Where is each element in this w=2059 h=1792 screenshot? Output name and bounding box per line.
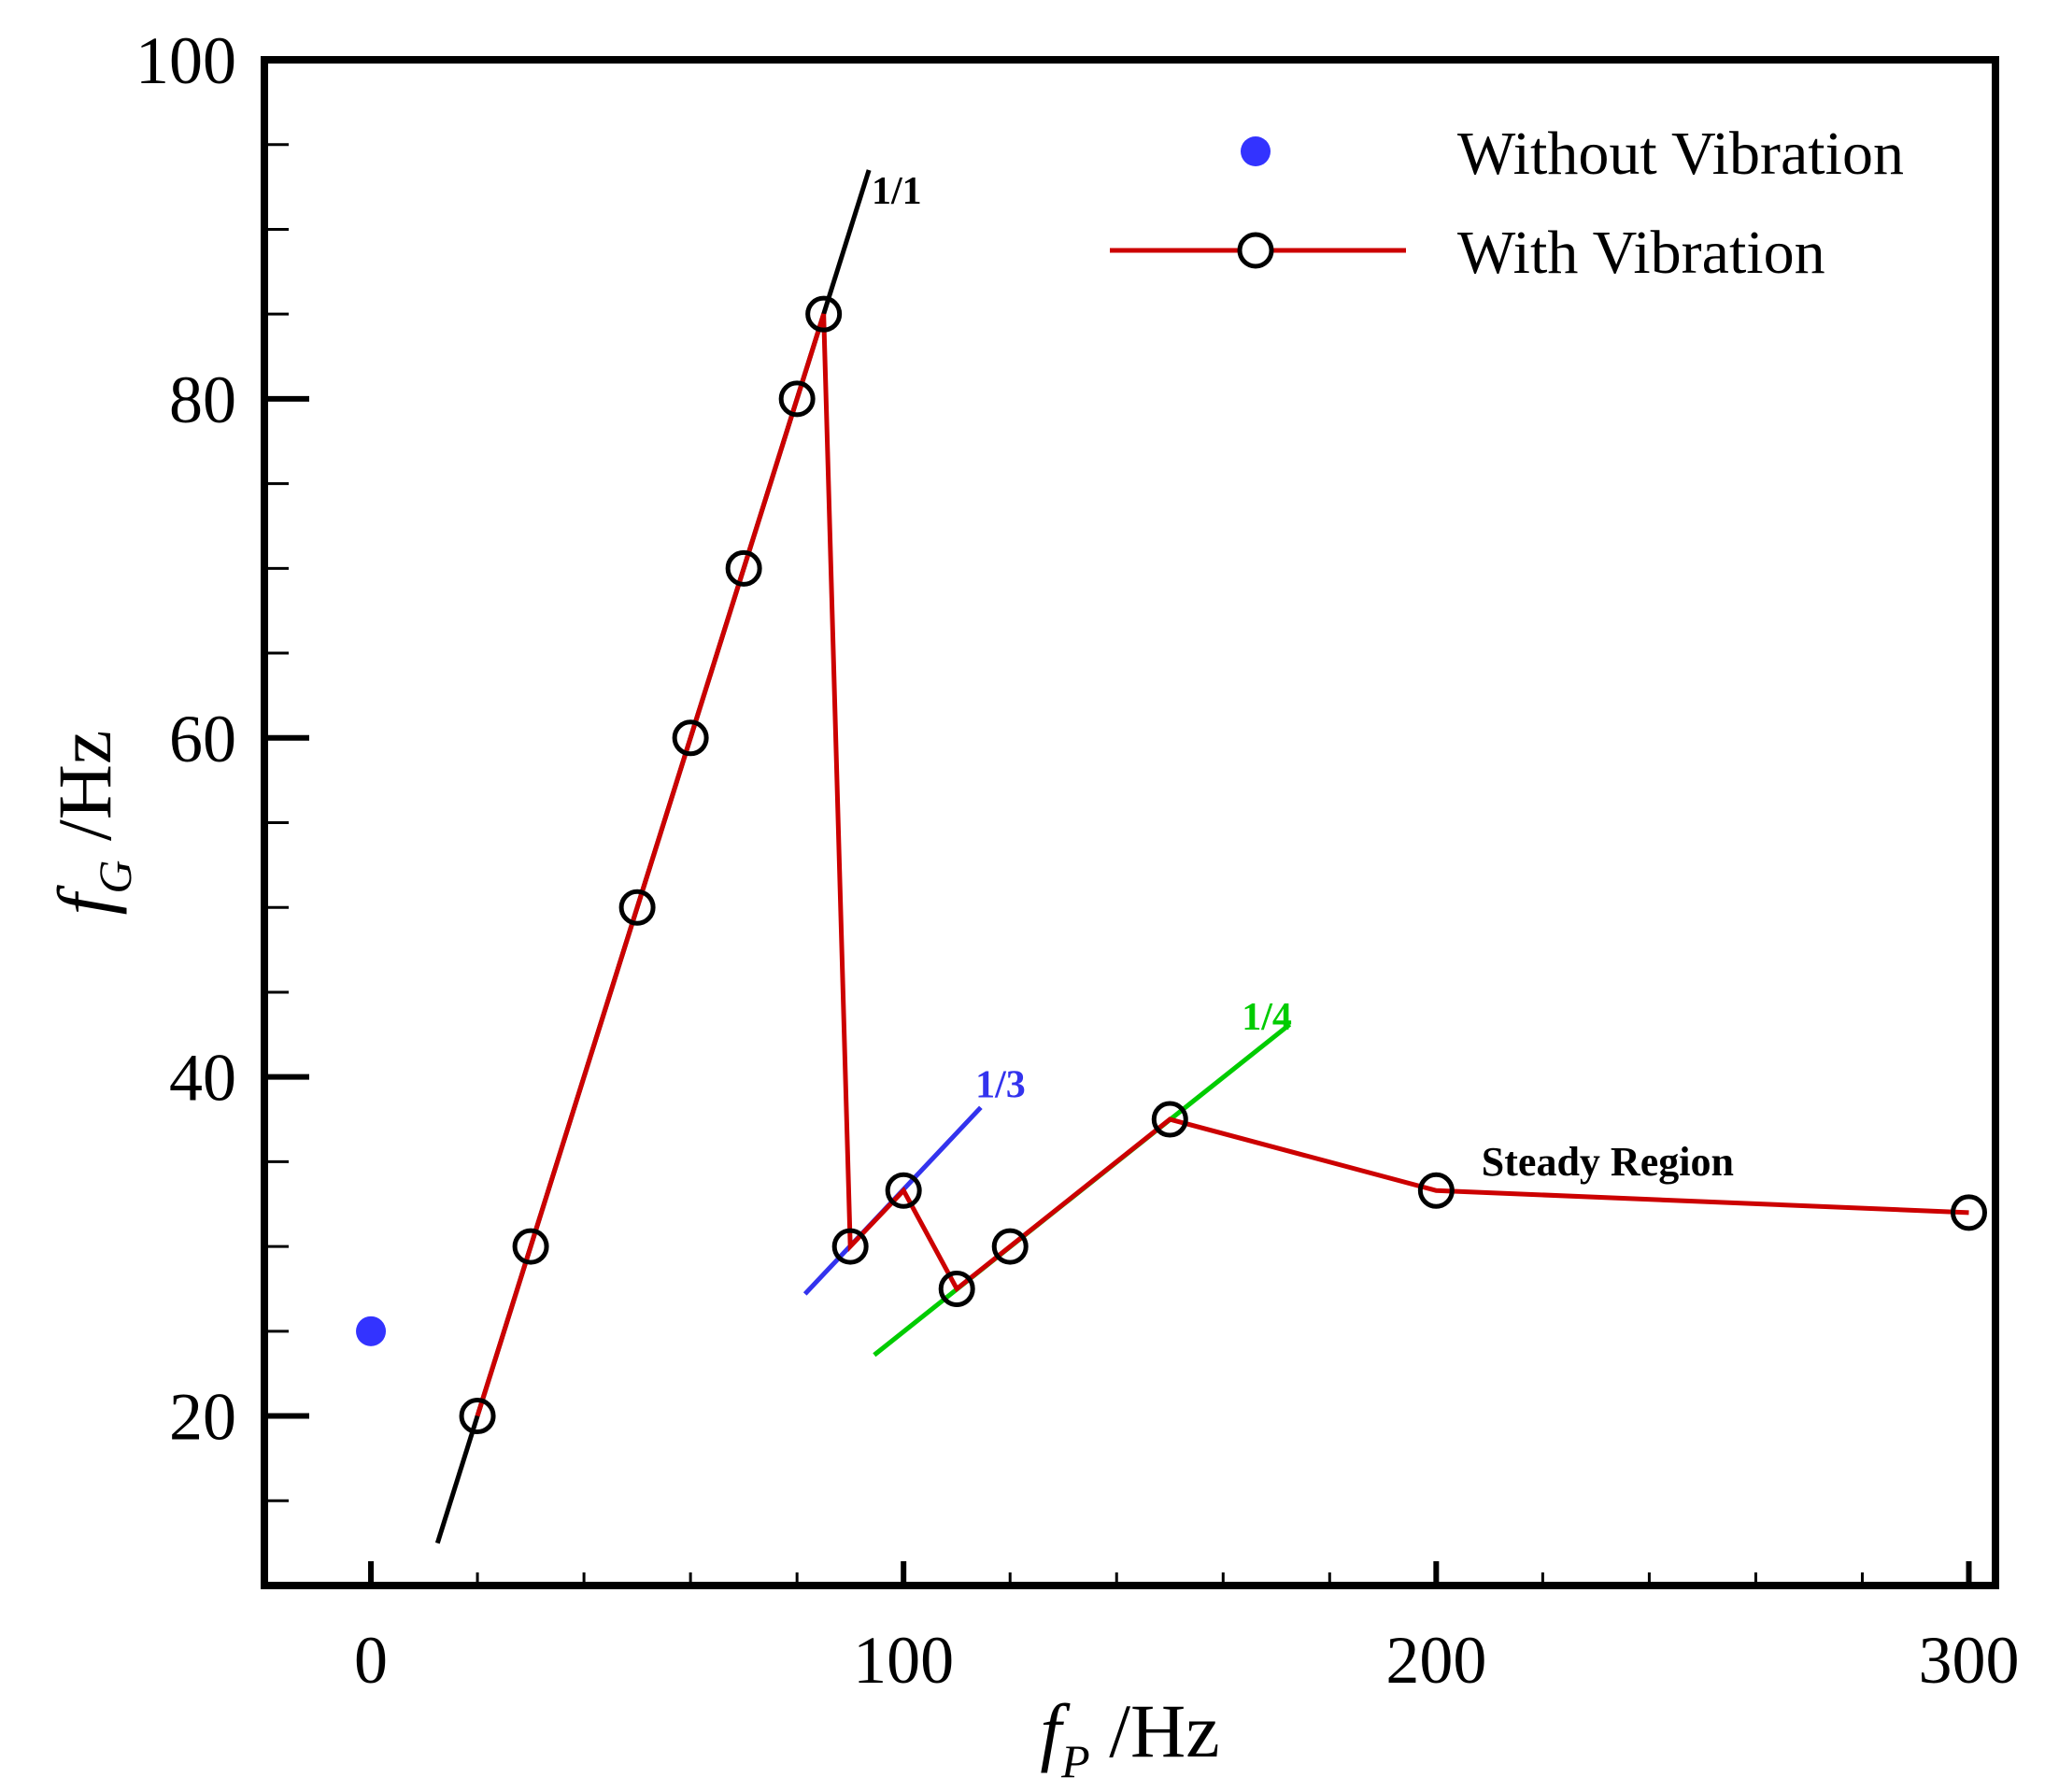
y-axis-sub: G	[89, 860, 141, 894]
with-vibration-point	[725, 549, 762, 587]
legend-marker-with-vibration	[1237, 232, 1274, 269]
y-tick-label: 40	[169, 1041, 236, 1116]
with-vibration-point	[1417, 1172, 1455, 1209]
with-vibration-point	[512, 1228, 549, 1265]
x-tick-label: 200	[1385, 1623, 1486, 1698]
reference-label-1-3: 1/3	[975, 1063, 1026, 1106]
data-series	[356, 295, 1987, 1435]
with-vibration-point	[805, 295, 843, 333]
tick-layer	[264, 57, 1972, 1586]
x-axis-title: fP /Hz	[1040, 1688, 1219, 1787]
with-vibration-point	[459, 1398, 496, 1435]
y-axis-unit: /Hz	[42, 731, 127, 860]
reference-lines	[434, 169, 1292, 1544]
y-tick-label: 100	[135, 23, 236, 98]
with-vibration-point	[778, 380, 816, 418]
without-vibration-point	[356, 1316, 387, 1346]
x-tick-label: 100	[853, 1623, 954, 1698]
reference-label-1-4: 1/4	[1242, 996, 1292, 1039]
with-vibration-point	[938, 1270, 975, 1307]
with-vibration-point	[618, 889, 656, 926]
x-tick-label: 300	[1918, 1623, 2019, 1698]
x-tick-label: 0	[354, 1623, 388, 1698]
with-vibration-point	[1151, 1101, 1188, 1138]
with-vibration-point	[1950, 1194, 1987, 1231]
x-axis-sub: P	[1060, 1735, 1090, 1787]
with-vibration-line	[475, 313, 1969, 1417]
label-layer: 0 100 200 300 20 40 60 80 100 1/1 1/3 1/4 Steady Reg…	[135, 23, 2019, 1698]
with-vibration-point	[991, 1228, 1029, 1265]
legend: Without Vibration With Vibration	[1110, 120, 1904, 287]
legend-label-without-vibration: Without Vibration	[1457, 120, 1904, 188]
plot-frame	[261, 56, 1999, 1589]
with-vibration-point	[885, 1172, 922, 1209]
with-vibration-point	[831, 1228, 869, 1265]
with-vibration-point	[672, 719, 709, 757]
annotation-steady-region: Steady Region	[1482, 1139, 1734, 1185]
legend-label-with-vibration: With Vibration	[1457, 219, 1825, 287]
y-tick-label: 60	[169, 702, 236, 776]
y-axis-title: fG /Hz	[42, 731, 141, 916]
x-axis-unit: /Hz	[1090, 1688, 1220, 1773]
y-tick-label: 20	[169, 1380, 236, 1455]
legend-marker-without-vibration	[1241, 136, 1271, 166]
y-tick-label: 80	[169, 363, 236, 437]
reference-label-1-1: 1/1	[872, 170, 922, 213]
